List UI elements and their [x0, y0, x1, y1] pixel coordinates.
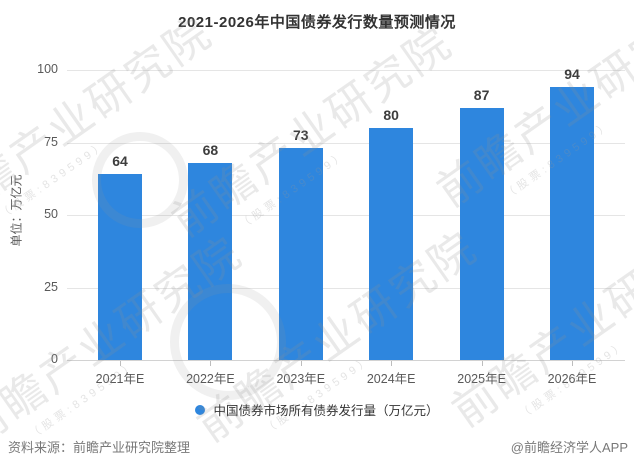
x-axis-label-2024e: 2024年E [366, 372, 416, 386]
x-axis-line [67, 360, 625, 361]
value-label-2026e: 94 [564, 66, 580, 83]
axis-tick-2024e [391, 361, 393, 366]
bar-2022e [188, 162, 233, 360]
legend: 中国债券市场所有债券发行量（万亿元） [0, 400, 634, 419]
bar-2023e [278, 148, 323, 360]
watermark-text: 前瞻产业研究院 （股票:839599） [428, 0, 634, 217]
x-axis-label-2023e: 2023年E [276, 372, 326, 386]
value-label-2023e: 73 [293, 127, 309, 144]
bar-2026e [550, 87, 594, 360]
axis-tick-2022e [210, 361, 212, 366]
bar-2025e [459, 107, 504, 360]
gridline-25 [67, 287, 625, 289]
x-axis-label-2026e: 2026年E [547, 372, 597, 386]
source-text: 资料来源：前瞻产业研究院整理 [8, 440, 191, 455]
y-tick-label-0: 0 [51, 352, 58, 366]
gridline-75 [67, 142, 625, 144]
gridline-50 [67, 215, 625, 216]
y-tick-label-25: 25 [44, 279, 58, 294]
value-label-2022e: 68 [202, 141, 219, 158]
value-label-2021e: 64 [112, 153, 128, 170]
x-axis-label-2021e: 2021年E [95, 372, 145, 386]
bar-2024e [369, 128, 414, 360]
x-axis-label-2025e: 2025年E [457, 372, 506, 386]
axis-tick-2023e [300, 361, 302, 366]
x-axis-label-2022e: 2022年E [186, 372, 235, 386]
legend-label: 中国债券市场所有债券发行量（万亿元） [213, 404, 439, 418]
axis-tick-2026e [572, 361, 573, 366]
legend-marker-icon [195, 404, 206, 415]
axis-tick-2021e [120, 361, 121, 366]
y-tick-label-75: 75 [44, 134, 58, 149]
gridline-100 [67, 70, 625, 71]
axis-tick-2025e [481, 361, 483, 366]
value-label-2024e: 80 [383, 107, 399, 123]
credit-text: @前瞻经济学人APP [510, 440, 628, 455]
chart-title: 2021-2026年中国债券发行数量预测情况 [178, 14, 456, 31]
bar-2021e [98, 174, 142, 360]
y-tick-label-100: 100 [37, 62, 58, 76]
y-tick-label-50: 50 [44, 207, 58, 221]
value-label-2025e: 87 [473, 86, 490, 103]
